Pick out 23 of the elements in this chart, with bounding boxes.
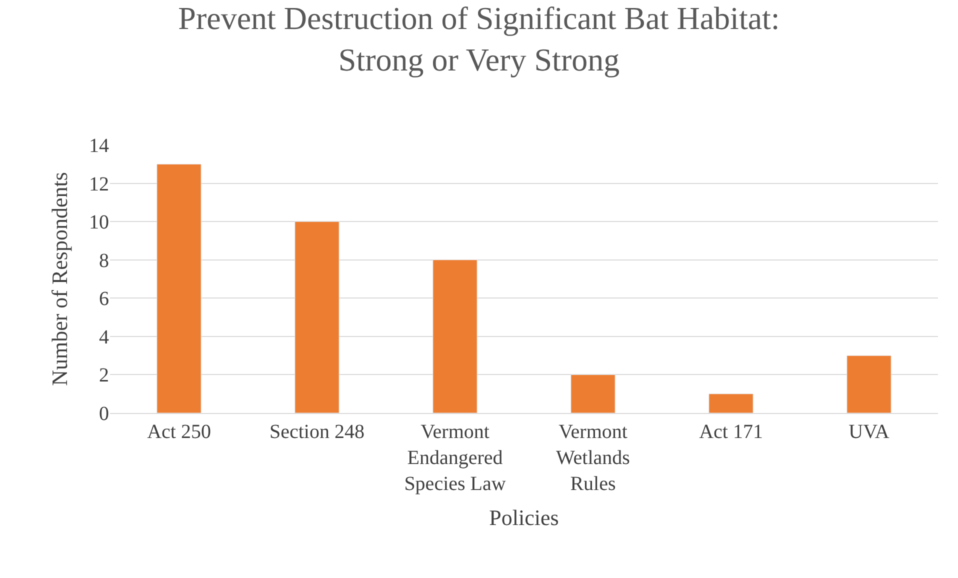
x-tick-label: Act 250 xyxy=(147,421,211,443)
y-tick-label: 6 xyxy=(99,288,109,310)
y-tick-label: 14 xyxy=(89,135,109,157)
bar xyxy=(294,221,340,413)
x-tick-label: Section 248 xyxy=(270,421,364,443)
y-tick-label: 10 xyxy=(89,212,109,234)
bar xyxy=(156,164,202,413)
y-axis-title: Number of Respondents xyxy=(46,172,72,386)
x-tick-label: Vermont Endangered Species Law xyxy=(404,421,506,495)
y-tick-label: 2 xyxy=(99,364,109,387)
y-tick-label: 8 xyxy=(99,250,109,272)
bar xyxy=(432,260,478,413)
bar xyxy=(708,394,754,413)
chart-title: Prevent Destruction of Significant Bat Habitat: Strong or Very Strong xyxy=(178,0,780,78)
x-tick-label: Vermont Wetlands Rules xyxy=(556,421,630,495)
x-tick-label: Act 171 xyxy=(699,421,763,443)
x-axis-title: Policies xyxy=(489,504,559,530)
y-tick-label: 0 xyxy=(99,403,109,425)
bar xyxy=(570,374,616,413)
y-tick-label: 4 xyxy=(99,326,109,348)
bar xyxy=(846,355,892,413)
y-tick-label: 12 xyxy=(89,173,109,196)
x-tick-label: UVA xyxy=(848,421,890,443)
